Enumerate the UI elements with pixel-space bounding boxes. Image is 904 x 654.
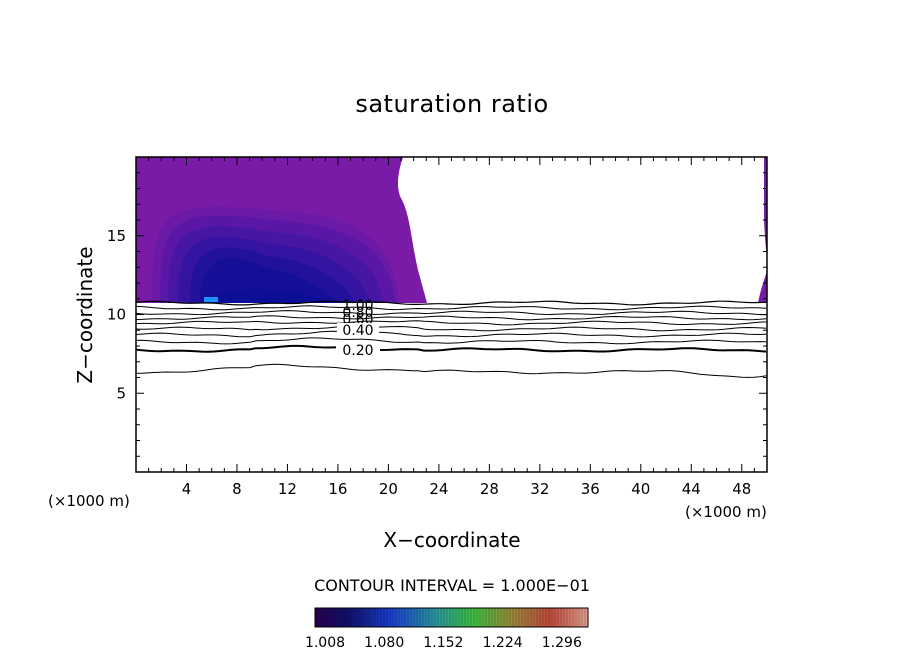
- colorbar-tick-label: 1.080: [364, 635, 404, 651]
- x-tick-label: 8: [232, 480, 242, 498]
- contour-interval-label: CONTOUR INTERVAL = 1.000E−01: [314, 576, 590, 595]
- chart-title: saturation ratio: [355, 90, 549, 118]
- colorbar-tick-label: 1.008: [305, 635, 345, 651]
- plot-area: 1.000.800.600.400.200.400.20: [136, 157, 767, 378]
- contour-line: [136, 320, 767, 326]
- x-tick-label: 20: [379, 480, 398, 498]
- x-tick-label: 40: [631, 480, 650, 498]
- contour-line: [136, 330, 767, 338]
- contour-line: [136, 300, 767, 306]
- x-unit-label: (×1000 m): [685, 503, 767, 521]
- supersat-core: [200, 289, 335, 303]
- label-knockout: [337, 323, 379, 337]
- contour-line: [136, 305, 767, 311]
- y-tick-label: 5: [116, 384, 126, 402]
- y-tick-label: 10: [107, 306, 126, 324]
- z-unit-label: (×1000 m): [48, 492, 130, 510]
- contour-label: 0.20: [342, 343, 373, 359]
- x-tick-label: 4: [182, 480, 192, 498]
- x-tick-label: 32: [530, 480, 549, 498]
- contour-label: 1.00: [342, 298, 373, 314]
- x-tick-label: 36: [581, 480, 600, 498]
- contour-line: [136, 325, 767, 332]
- contour-label: 0.80: [342, 305, 373, 321]
- supersat-peak: [204, 297, 218, 302]
- colorbar-tick-label: 1.224: [483, 635, 523, 651]
- colorbar-tick-label: 1.152: [423, 635, 463, 651]
- contour-line: [136, 344, 767, 353]
- contour-line: [136, 315, 767, 321]
- x-tick-label: 44: [682, 480, 701, 498]
- x-tick-label: 24: [429, 480, 448, 498]
- x-tick-label: 48: [732, 480, 751, 498]
- colorbar-tick-label: 1.296: [542, 635, 582, 651]
- y-tick-label: 15: [107, 227, 126, 245]
- x-tick-label: 12: [278, 480, 297, 498]
- label-knockout: [336, 343, 380, 357]
- colorbar: [314, 607, 589, 628]
- x-axis-label: X−coordinate: [383, 528, 521, 552]
- supersat-region-right: [758, 157, 767, 303]
- contour-line: [136, 337, 767, 345]
- contour-label: 0.40: [342, 323, 373, 339]
- contour-line: [136, 363, 767, 378]
- x-tick-label: 16: [328, 480, 347, 498]
- contour-line: [136, 310, 767, 316]
- x-tick-label: 28: [480, 480, 499, 498]
- y-axis-label: Z−coordinate: [73, 246, 97, 384]
